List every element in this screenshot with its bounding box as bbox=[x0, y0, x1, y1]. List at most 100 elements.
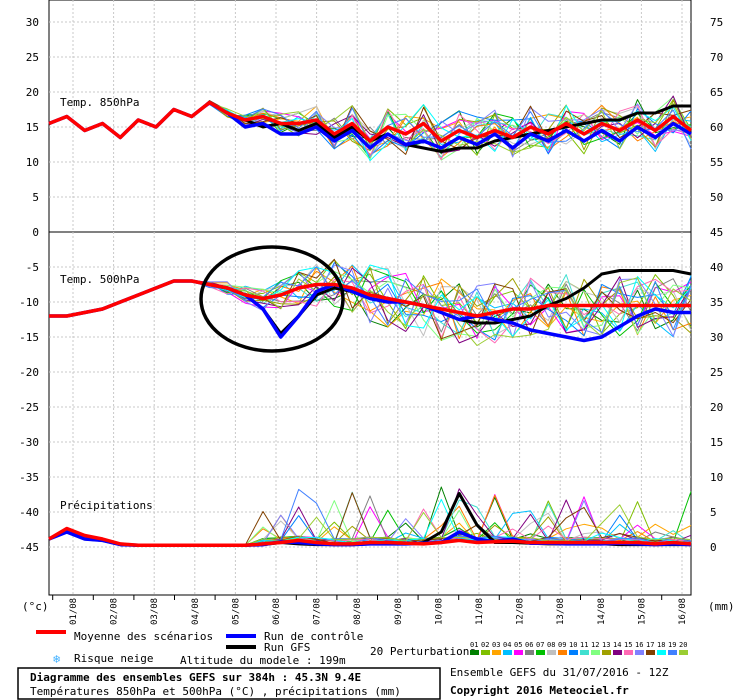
left-tick-label: -45 bbox=[19, 541, 39, 554]
perturbation-swatch bbox=[613, 650, 622, 655]
perturbation-number: 18 bbox=[657, 641, 665, 649]
left-unit: (°c) bbox=[22, 600, 49, 613]
panel-label-500: Temp. 500hPa bbox=[60, 273, 139, 286]
x-tick-label: 06/08 bbox=[272, 598, 282, 625]
plot-frame bbox=[48, 0, 692, 596]
x-tick-label: 11/08 bbox=[475, 598, 485, 625]
perturbation-swatch bbox=[536, 650, 545, 655]
perturbation-swatch bbox=[492, 650, 501, 655]
perturbation-swatch bbox=[635, 650, 644, 655]
series-500-line bbox=[49, 279, 691, 318]
right-tick-label: 0 bbox=[710, 541, 717, 554]
perturbation-number: 02 bbox=[481, 641, 489, 649]
legend-control-label: Run de contrôle bbox=[264, 630, 363, 643]
right-tick-label: 35 bbox=[710, 296, 723, 309]
perturbation-swatch bbox=[547, 650, 556, 655]
right-tick-label: 55 bbox=[710, 156, 723, 169]
legend-gfs-label: Run GFS bbox=[264, 641, 310, 654]
legend-mean-label: Moyenne des scénarios bbox=[74, 630, 213, 643]
right-tick-label: 40 bbox=[710, 261, 723, 274]
right-unit: (mm) bbox=[708, 600, 735, 613]
series-precip-line bbox=[48, 526, 692, 548]
highlight-ellipse bbox=[199, 245, 345, 353]
perturbation-number: 03 bbox=[492, 641, 500, 649]
perturbation-number: 05 bbox=[514, 641, 522, 649]
perturbation-number: 14 bbox=[613, 641, 621, 649]
perturbation-500-line bbox=[49, 264, 692, 339]
left-tick-label: -15 bbox=[19, 331, 39, 344]
perturbation-number: 07 bbox=[536, 641, 544, 649]
x-tick-label: 12/08 bbox=[516, 598, 526, 625]
perturbation-swatch bbox=[470, 650, 479, 655]
right-tick-label: 15 bbox=[710, 436, 723, 449]
perturbation-swatch bbox=[503, 650, 512, 655]
perturbation-swatch bbox=[646, 650, 655, 655]
x-tick-label: 07/08 bbox=[313, 598, 323, 625]
left-tick-label: -5 bbox=[26, 261, 39, 274]
perturbation-number: 10 bbox=[569, 641, 577, 649]
x-tick-label: 09/08 bbox=[394, 598, 404, 625]
perturbation-number: 19 bbox=[668, 641, 676, 649]
perturbation-number: 08 bbox=[547, 641, 555, 649]
left-tick-label: -40 bbox=[19, 506, 39, 519]
right-tick-label: 20 bbox=[710, 401, 723, 414]
legend-snow-label: Risque neige bbox=[74, 652, 153, 665]
x-tick-label: 08/08 bbox=[353, 598, 363, 625]
perturbation-swatch bbox=[668, 650, 677, 655]
perturbation-number: 20 bbox=[679, 641, 687, 649]
panel-label-850: Temp. 850hPa bbox=[60, 96, 139, 109]
footer-run: Ensemble GEFS du 31/07/2016 - 12Z bbox=[450, 666, 669, 679]
left-tick-label: 25 bbox=[26, 51, 39, 64]
altitude-label: Altitude du modele : 199m bbox=[180, 654, 346, 667]
perturbation-swatch bbox=[569, 650, 578, 655]
left-tick-label: 15 bbox=[26, 121, 39, 134]
left-tick-label: 0 bbox=[32, 226, 39, 239]
panel-label-precip: Précipitations bbox=[60, 499, 153, 512]
left-tick-label: 30 bbox=[26, 16, 39, 29]
series-850-line bbox=[48, 100, 693, 143]
perturbation-number: 13 bbox=[602, 641, 610, 649]
x-tick-label: 05/08 bbox=[231, 598, 241, 625]
left-tick-label: -20 bbox=[19, 366, 39, 379]
x-tick-label: 03/08 bbox=[150, 598, 160, 625]
right-tick-label: 50 bbox=[710, 191, 723, 204]
right-tick-label: 5 bbox=[710, 506, 717, 519]
x-tick-label: 04/08 bbox=[191, 598, 201, 625]
perturbation-number: 16 bbox=[635, 641, 643, 649]
perturbation-number: 06 bbox=[525, 641, 533, 649]
left-tick-label: -10 bbox=[19, 296, 39, 309]
perturbation-swatch bbox=[591, 650, 600, 655]
right-tick-label: 30 bbox=[710, 331, 723, 344]
perturbation-swatch bbox=[514, 650, 523, 655]
perturbation-number: 09 bbox=[558, 641, 566, 649]
right-tick-label: 10 bbox=[710, 471, 723, 484]
x-tick-label: 13/08 bbox=[556, 598, 566, 625]
left-tick-label: -35 bbox=[19, 471, 39, 484]
perturbation-number: 15 bbox=[624, 641, 632, 649]
perturbation-500-line bbox=[49, 264, 692, 337]
x-tick-label: 16/08 bbox=[678, 598, 688, 625]
main-lines bbox=[48, 100, 693, 548]
perturbation-legend: 01 02 03 04 05 06 07 08 09 10 11 12 13 14 15 16 17 18 19 20 bbox=[470, 641, 688, 655]
left-tick-label: -30 bbox=[19, 436, 39, 449]
perturbation-number: 11 bbox=[580, 641, 588, 649]
footer-subtitle: Températures 850hPa et 500hPa (°C) , pré… bbox=[30, 685, 401, 698]
perturbation-number: 17 bbox=[646, 641, 654, 649]
perturbation-number: 04 bbox=[503, 641, 511, 649]
perturbations-label: 20 Perturbations bbox=[370, 645, 476, 658]
right-tick-label: 45 bbox=[710, 226, 723, 239]
left-tick-label: 20 bbox=[26, 86, 39, 99]
snowflake-icon: ❄ bbox=[53, 652, 60, 666]
left-tick-label: -25 bbox=[19, 401, 39, 414]
perturbation-number: 01 bbox=[470, 641, 478, 649]
perturbation-swatch bbox=[580, 650, 589, 655]
perturbation-swatch bbox=[525, 650, 534, 655]
perturbation-lines bbox=[48, 95, 692, 546]
left-tick-label: 10 bbox=[26, 156, 39, 169]
perturbation-swatch bbox=[558, 650, 567, 655]
footer-box bbox=[17, 667, 441, 700]
perturbation-swatch bbox=[481, 650, 490, 655]
perturbation-swatch bbox=[657, 650, 666, 655]
